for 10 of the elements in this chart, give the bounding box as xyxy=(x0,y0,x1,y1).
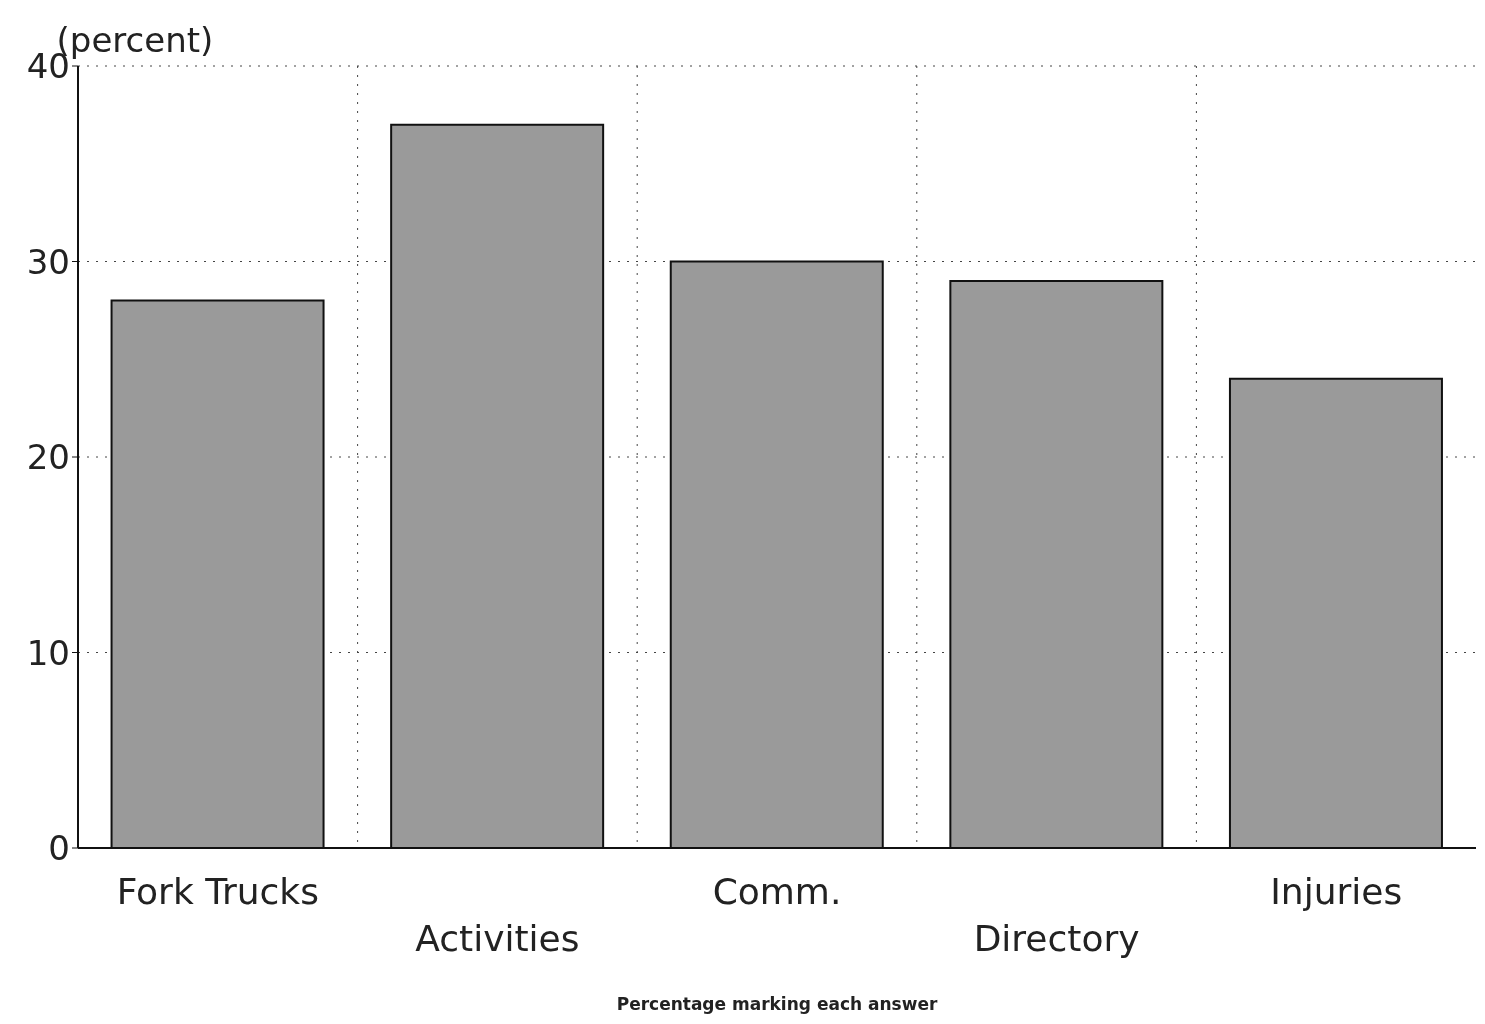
x-tick-label: Injuries xyxy=(1270,871,1403,912)
x-tick-label: Activities xyxy=(415,918,580,959)
y-tick-label: 0 xyxy=(48,828,70,869)
x-tick-label: Fork Trucks xyxy=(116,871,319,912)
y-tick-label: 30 xyxy=(26,241,70,282)
y-tick-label: 10 xyxy=(26,632,70,673)
x-tick-label: Comm. xyxy=(712,871,842,912)
x-axis-title: Percentage marking each answer xyxy=(616,994,938,1014)
y-tick-label: 20 xyxy=(26,437,70,478)
x-tick-label: Directory xyxy=(973,918,1140,959)
